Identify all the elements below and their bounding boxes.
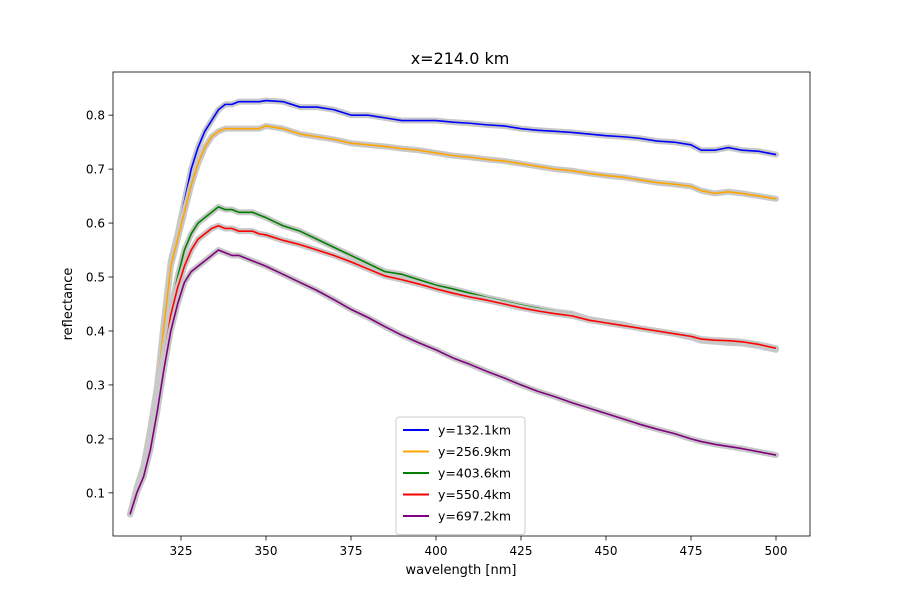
y-tick-label: 0.8	[86, 109, 105, 123]
legend-label-2: y=256.9km	[438, 444, 511, 459]
x-axis: 325 350 375 400 425 450 475 500	[170, 536, 788, 558]
x-tick-label: 375	[340, 544, 363, 558]
y-tick-label: 0.1	[86, 486, 105, 500]
series-line-1	[129, 99, 777, 515]
series-line-2	[129, 125, 777, 515]
x-tick-label: 400	[425, 544, 448, 558]
y-tick-label: 0.6	[86, 217, 105, 231]
y-tick-label: 0.2	[86, 432, 105, 446]
y-axis-label: reflectance	[61, 268, 76, 341]
legend-box	[395, 416, 526, 535]
x-tick-label: 500	[765, 544, 788, 558]
x-tick-label: 450	[595, 544, 618, 558]
y-tick-label: 0.7	[86, 163, 105, 177]
y-tick-label: 0.5	[86, 271, 105, 285]
x-tick-label: 325	[170, 544, 193, 558]
chart-title: x=214.0 km	[411, 49, 510, 68]
y-tick-label: 0.4	[86, 324, 105, 338]
x-axis-label: wavelength [nm]	[406, 563, 517, 578]
x-tick-label: 425	[510, 544, 533, 558]
legend-label-5: y=697.2km	[438, 509, 511, 524]
y-tick-label: 0.3	[86, 378, 105, 392]
series-line-5	[129, 249, 777, 515]
plot-area	[127, 97, 779, 518]
legend-label-1: y=132.1km	[438, 423, 511, 438]
y-axis: 0.1 0.2 0.3 0.4 0.5 0.6 0.7 0.8	[86, 109, 113, 500]
axes-frame	[112, 71, 811, 537]
series-line-4	[129, 224, 777, 515]
legend-label-4: y=550.4km	[438, 487, 511, 502]
legend-label-3: y=403.6km	[438, 466, 511, 481]
x-tick-label: 350	[255, 544, 278, 558]
x-tick-label: 475	[680, 544, 703, 558]
legend: y=132.1km y=256.9km y=403.6km y=550.4km y=69…	[395, 416, 526, 535]
